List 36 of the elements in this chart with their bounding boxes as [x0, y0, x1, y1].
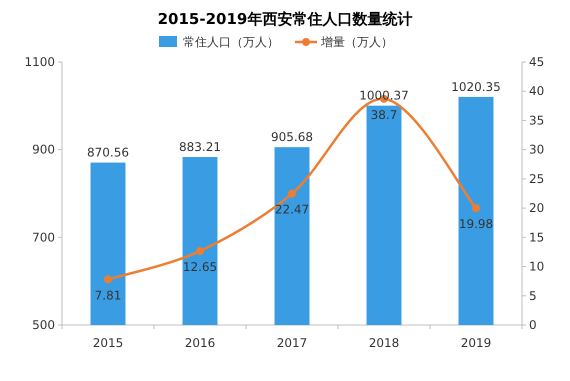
y2-tick-label: 35	[529, 113, 544, 128]
point	[104, 275, 112, 284]
data-label: 22.47	[274, 202, 310, 217]
y-tick-label: 1100	[24, 55, 55, 69]
y2-tick-label: 15	[529, 230, 544, 244]
y2-tick-label: 45	[529, 55, 544, 69]
data-label: 1000.37	[359, 88, 409, 103]
legend-label: 常住人口（万人）	[183, 35, 279, 49]
x-tick-label: 2019	[460, 336, 492, 350]
data-label: 12.65	[182, 260, 218, 274]
y-tick-label: 700	[32, 230, 55, 244]
data-label: 7.81	[94, 288, 122, 302]
data-label: 883.21	[179, 140, 221, 154]
data-label: 1020.35	[451, 80, 501, 94]
y2-tick-label: 10	[529, 260, 544, 274]
y-tick-label: 500	[32, 318, 55, 332]
y2-tick-label: 40	[529, 84, 544, 98]
x-tick-label: 2015	[92, 336, 124, 350]
data-label: 870.56	[87, 146, 129, 160]
chart-title: 2015-2019年西安常住人口数量统计	[158, 10, 412, 28]
y2-tick-label: 20	[529, 201, 544, 216]
point	[196, 247, 204, 256]
legend-label: 增量（万人）	[320, 35, 393, 49]
x-tick-label: 2018	[368, 336, 400, 350]
y2-tick-label: 30	[529, 142, 544, 157]
x-tick-label: 2016	[184, 336, 216, 350]
data-label: 38.7	[370, 108, 398, 122]
y2-tick-label: 0	[529, 318, 537, 332]
point	[288, 190, 296, 198]
x-tick-label: 2017	[276, 336, 308, 350]
y-tick-label: 900	[32, 142, 55, 157]
point	[472, 204, 480, 212]
data-label: 905.68	[271, 130, 313, 144]
y2-tick-label: 25	[529, 172, 544, 186]
data-label: 19.98	[458, 217, 494, 232]
y2-tick-label: 5	[529, 288, 537, 303]
